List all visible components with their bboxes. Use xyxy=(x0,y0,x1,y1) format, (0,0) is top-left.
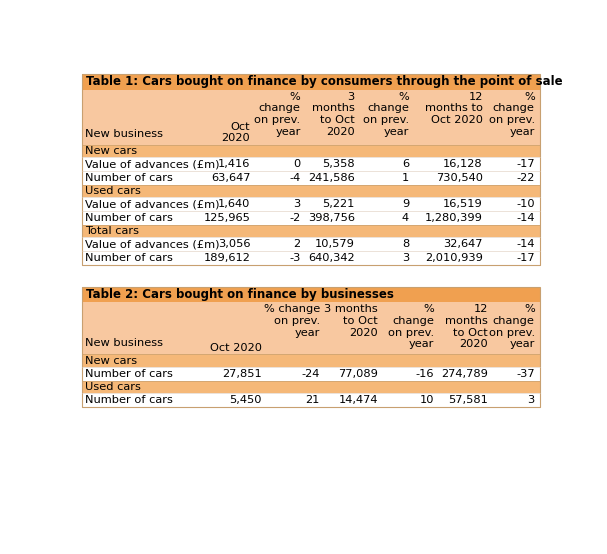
Text: Table 1: Cars bought on finance by consumers through the point of sale: Table 1: Cars bought on finance by consu… xyxy=(86,75,563,89)
Bar xyxy=(82,287,540,407)
Text: 63,647: 63,647 xyxy=(211,173,250,183)
Text: %
change
on prev.
year: % change on prev. year xyxy=(388,304,434,349)
Text: 1: 1 xyxy=(402,173,409,183)
Text: 4: 4 xyxy=(402,213,409,223)
Text: -17: -17 xyxy=(516,159,535,170)
Text: 9: 9 xyxy=(402,199,409,209)
Text: 5,221: 5,221 xyxy=(322,199,355,209)
Text: Oct 2020: Oct 2020 xyxy=(210,343,262,353)
Text: 12
months
to Oct
2020: 12 months to Oct 2020 xyxy=(446,304,488,349)
Bar xyxy=(82,74,540,265)
Bar xyxy=(82,74,540,90)
Text: 10,579: 10,579 xyxy=(315,239,355,249)
Text: 640,342: 640,342 xyxy=(308,253,355,263)
Text: Value of advances (£m): Value of advances (£m) xyxy=(85,239,220,249)
Text: 16,128: 16,128 xyxy=(443,159,483,170)
Text: 14,474: 14,474 xyxy=(339,395,378,405)
Text: 2: 2 xyxy=(294,239,300,249)
Text: Used cars: Used cars xyxy=(85,186,141,196)
Text: Total cars: Total cars xyxy=(85,226,139,236)
Bar xyxy=(82,238,540,252)
Bar xyxy=(82,211,540,225)
Text: Number of cars: Number of cars xyxy=(85,369,173,379)
Text: 0: 0 xyxy=(293,159,300,170)
Text: 16,519: 16,519 xyxy=(443,199,483,209)
Text: 1,640: 1,640 xyxy=(218,199,250,209)
Text: %
change
on prev.
year: % change on prev. year xyxy=(489,304,535,349)
Text: Used cars: Used cars xyxy=(85,382,141,392)
Bar xyxy=(82,381,540,393)
Text: -14: -14 xyxy=(516,213,535,223)
Text: 27,851: 27,851 xyxy=(222,369,262,379)
Text: Number of cars: Number of cars xyxy=(85,395,173,405)
Text: -16: -16 xyxy=(415,369,434,379)
Bar xyxy=(82,355,540,367)
Text: 21: 21 xyxy=(306,395,320,405)
Text: 5,450: 5,450 xyxy=(229,395,262,405)
Bar xyxy=(82,197,540,211)
Text: 3: 3 xyxy=(527,395,535,405)
Bar xyxy=(82,252,540,265)
Bar xyxy=(82,225,540,238)
Text: -10: -10 xyxy=(516,199,535,209)
Text: % change
on prev.
year: % change on prev. year xyxy=(264,304,320,337)
Text: %
change
on prev.
year: % change on prev. year xyxy=(254,92,300,137)
Text: 241,586: 241,586 xyxy=(308,173,355,183)
Text: 3 months
to Oct
2020: 3 months to Oct 2020 xyxy=(324,304,378,337)
Bar xyxy=(82,302,540,355)
Text: Number of cars: Number of cars xyxy=(85,253,173,263)
Bar xyxy=(82,287,540,302)
Text: -22: -22 xyxy=(517,173,535,183)
Bar xyxy=(82,367,540,381)
Text: 2,010,939: 2,010,939 xyxy=(425,253,483,263)
Text: 3
months
to Oct
2020: 3 months to Oct 2020 xyxy=(312,92,355,137)
Text: Oct
2020: Oct 2020 xyxy=(222,122,250,143)
Text: Value of advances (£m): Value of advances (£m) xyxy=(85,199,220,209)
Text: 5,358: 5,358 xyxy=(322,159,355,170)
Text: 1,280,399: 1,280,399 xyxy=(425,213,483,223)
Text: 730,540: 730,540 xyxy=(436,173,483,183)
Text: Table 2: Cars bought on finance by businesses: Table 2: Cars bought on finance by busin… xyxy=(86,288,394,301)
Bar xyxy=(82,393,540,407)
Text: -3: -3 xyxy=(290,253,300,263)
Text: 32,647: 32,647 xyxy=(443,239,483,249)
Text: 189,612: 189,612 xyxy=(203,253,250,263)
Text: 10: 10 xyxy=(419,395,434,405)
Text: 57,581: 57,581 xyxy=(449,395,488,405)
Bar xyxy=(82,157,540,171)
Bar xyxy=(82,185,540,197)
Text: New cars: New cars xyxy=(85,356,137,366)
Text: -24: -24 xyxy=(302,369,320,379)
Text: 6: 6 xyxy=(402,159,409,170)
Text: 3,056: 3,056 xyxy=(218,239,250,249)
Text: 8: 8 xyxy=(402,239,409,249)
Bar xyxy=(82,171,540,185)
Text: 274,789: 274,789 xyxy=(441,369,488,379)
Text: Number of cars: Number of cars xyxy=(85,213,173,223)
Text: New cars: New cars xyxy=(85,146,137,156)
Bar xyxy=(82,90,540,145)
Text: 3: 3 xyxy=(293,199,300,209)
Text: 12
months to
Oct 2020: 12 months to Oct 2020 xyxy=(425,92,483,125)
Text: %
change
on prev.
year: % change on prev. year xyxy=(489,92,535,137)
Text: 3: 3 xyxy=(402,253,409,263)
Text: Value of advances (£m): Value of advances (£m) xyxy=(85,159,220,170)
Text: New business: New business xyxy=(85,129,163,139)
Bar xyxy=(82,145,540,157)
Text: -17: -17 xyxy=(516,253,535,263)
Text: Number of cars: Number of cars xyxy=(85,173,173,183)
Text: 1,416: 1,416 xyxy=(218,159,250,170)
Text: -14: -14 xyxy=(516,239,535,249)
Text: 125,965: 125,965 xyxy=(203,213,250,223)
Text: New business: New business xyxy=(85,338,163,348)
Text: %
change
on prev.
year: % change on prev. year xyxy=(363,92,409,137)
Text: -2: -2 xyxy=(290,213,300,223)
Text: -37: -37 xyxy=(516,369,535,379)
Text: 398,756: 398,756 xyxy=(308,213,355,223)
Text: -4: -4 xyxy=(290,173,300,183)
Text: 77,089: 77,089 xyxy=(338,369,378,379)
